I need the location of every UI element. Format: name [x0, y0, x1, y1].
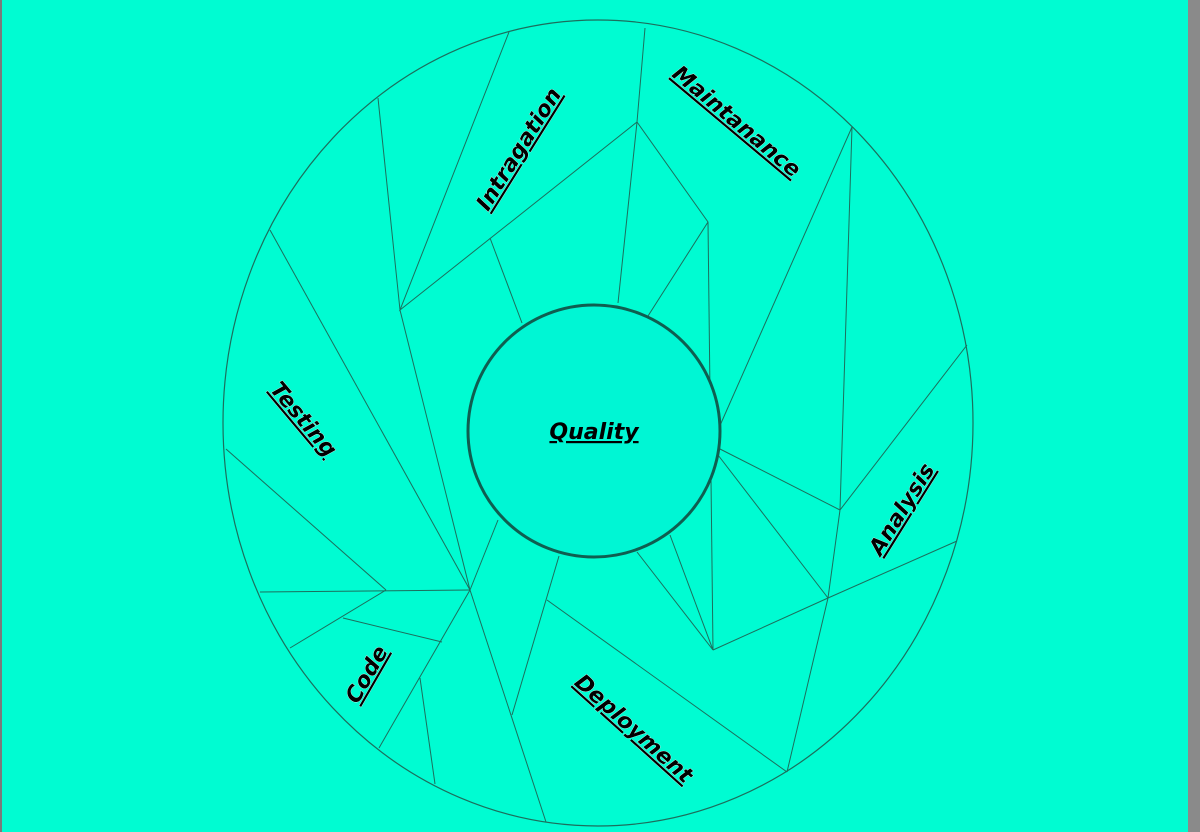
line-deployment-right — [786, 597, 829, 773]
line-deploy-inner3 — [469, 519, 499, 591]
line-code-bottom — [419, 677, 436, 785]
label-maintenance: Maintanance — [667, 61, 805, 183]
line-testing-top — [269, 229, 471, 591]
line-analysis-bottom — [827, 540, 958, 599]
outer-ring — [222, 19, 974, 827]
line-integration-center — [617, 121, 638, 304]
label-deployment: Deployment — [569, 670, 698, 790]
line-analysis-inner2 — [717, 454, 829, 599]
line-deploy-inner2 — [636, 551, 714, 651]
line-deploy-left — [511, 555, 560, 716]
segment-lines — [225, 27, 968, 823]
center-label: Quality — [549, 420, 640, 445]
line-maintenance-v — [636, 121, 709, 317]
line-analysis-low — [712, 597, 829, 651]
label-analysis: Analysis — [863, 459, 940, 561]
line-deploy-inner1 — [669, 534, 714, 651]
line-code-mid — [342, 617, 443, 643]
label-testing: Testing — [265, 377, 342, 462]
line-analysis-inner — [717, 447, 841, 511]
line-maintenance-right — [717, 126, 853, 431]
line-integration-left — [377, 97, 401, 311]
line-integration-inner — [489, 237, 523, 324]
line-testing-inner — [399, 309, 471, 591]
label-code: Code — [341, 642, 394, 708]
line-analysis-top — [839, 344, 968, 511]
line-analysis-mid — [827, 509, 841, 599]
scrollbar[interactable] — [1188, 0, 1200, 832]
inner-circle — [466, 303, 722, 559]
line-code-right — [378, 589, 471, 749]
line-integration — [398, 27, 646, 312]
line-analysis-left — [839, 126, 853, 511]
line-deploy-bottom — [469, 589, 547, 823]
line-testing-bottom — [225, 448, 387, 591]
line-testing-base — [259, 589, 471, 593]
label-integration: Intragation — [472, 84, 567, 216]
line-code-top — [289, 589, 387, 649]
line-deploy-diag — [546, 599, 788, 773]
